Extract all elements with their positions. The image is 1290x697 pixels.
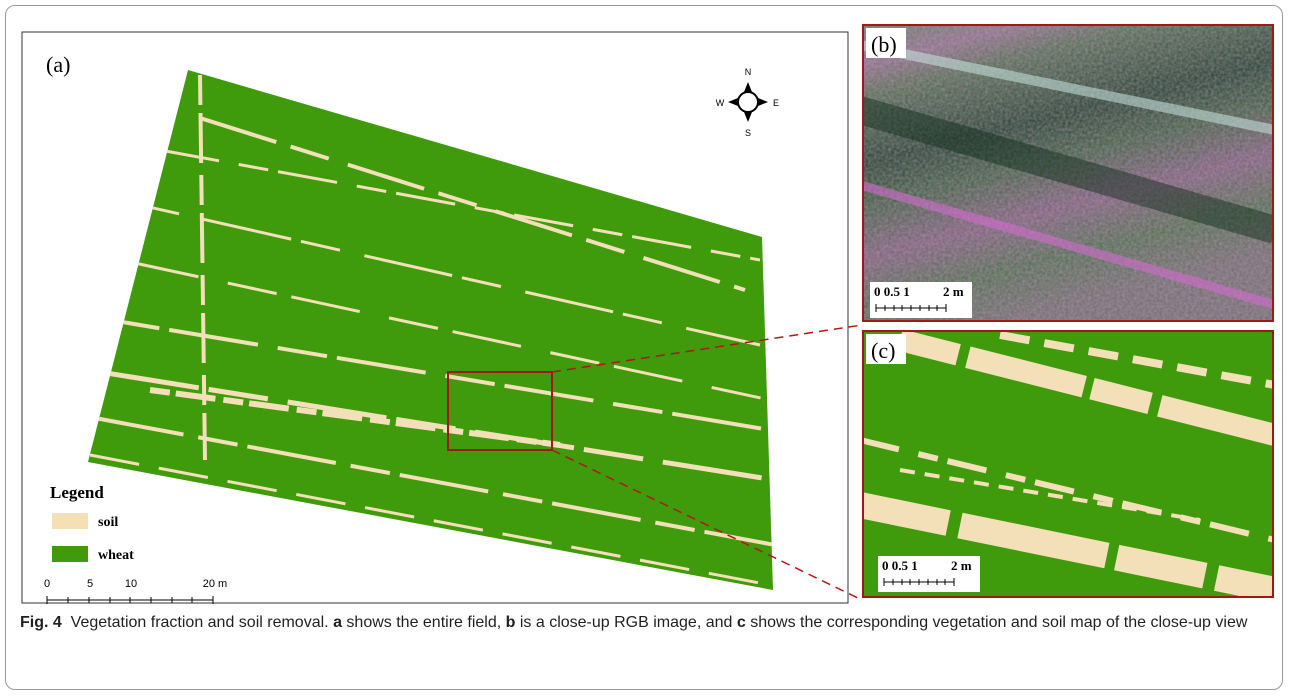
page: (a) N S W E Legend soil wheat 0 5 10 20 … (0, 0, 1290, 697)
compass-label: W (716, 98, 725, 108)
scale-label: 2 m (943, 284, 964, 299)
field-map (88, 70, 773, 590)
caption-text: Vegetation fraction and soil removal. (71, 614, 329, 631)
legend-label: wheat (98, 548, 134, 563)
caption-ref: a (333, 614, 342, 631)
panel-label: (a) (46, 52, 70, 77)
caption-ref: c (737, 614, 746, 631)
legend-swatch (52, 513, 88, 529)
caption-text: shows the corresponding vegetation and s… (750, 614, 1247, 631)
legend-swatch (52, 546, 88, 562)
compass-label: S (745, 128, 751, 138)
scale-label: 0 0.5 1 (874, 284, 910, 299)
legend-title: Legend (50, 483, 104, 502)
scale-label: 10 (125, 578, 137, 590)
compass-label: E (773, 98, 779, 108)
scale-label: 20 m (203, 578, 227, 590)
caption-ref: b (506, 614, 516, 631)
scale-label: 2 m (951, 558, 972, 573)
scale-label: 0 0.5 1 (882, 558, 918, 573)
compass: N S W E (716, 67, 779, 138)
compass-label: N (745, 67, 752, 77)
rgb-texture (860, 26, 1275, 320)
panel-label: (c) (871, 338, 895, 363)
caption-label: Fig. 4 (20, 614, 62, 631)
figure: (a) N S W E Legend soil wheat 0 5 10 20 … (0, 0, 1290, 605)
legend-label: soil (98, 515, 118, 530)
scale-label: 0 (44, 578, 50, 590)
caption-text: is a close-up RGB image, and (520, 614, 733, 631)
panel-label: (b) (871, 32, 897, 57)
caption: Fig. 4 Vegetation fraction and soil remo… (20, 610, 1270, 635)
caption-text: shows the entire field, (346, 614, 501, 631)
scale-label: 5 (87, 578, 93, 590)
